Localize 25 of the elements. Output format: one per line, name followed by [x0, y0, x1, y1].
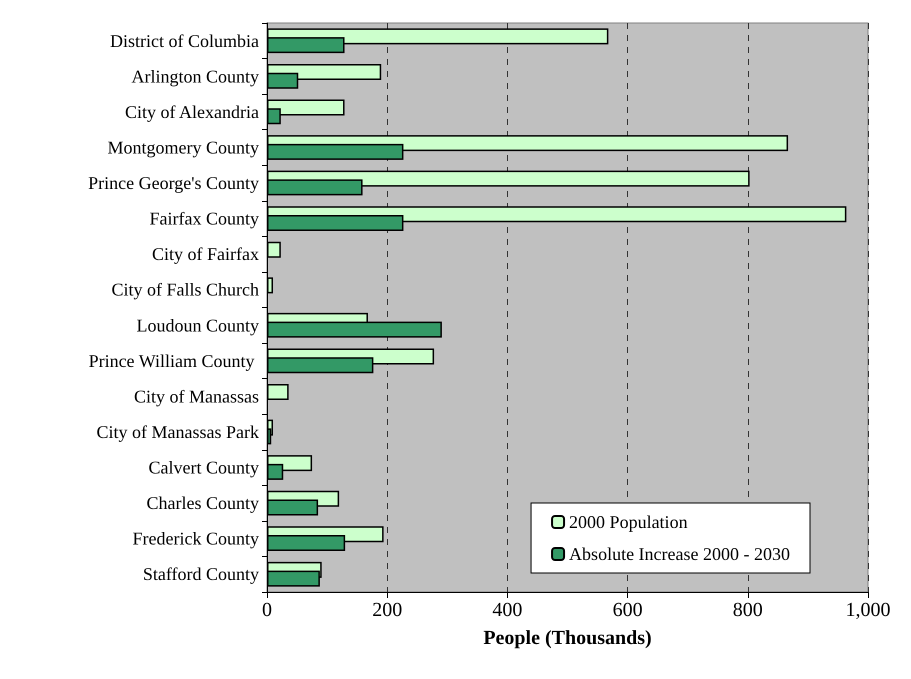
y-tick-label: Prince William County — [88, 350, 259, 371]
x-tick-label: 200 — [372, 599, 402, 621]
y-tick-label: City of Falls Church — [112, 280, 259, 300]
y-tick-label: Calvert County — [148, 458, 259, 478]
y-tick-label: Arlington County — [131, 66, 259, 86]
y-tick-label: City of Manassas — [134, 386, 259, 406]
y-tick-label: Charles County — [146, 493, 259, 514]
y-tick-label: City of Fairfax — [152, 244, 259, 264]
y-tick-label: City of Manassas Park — [96, 422, 259, 442]
x-tick-label: 400 — [492, 599, 522, 621]
y-tick-label: Frederick County — [132, 528, 259, 549]
x-tick-label: 600 — [612, 599, 643, 621]
y-tick-label: City of Alexandria — [125, 102, 259, 122]
x-tick-label: 800 — [732, 599, 763, 621]
legend-label: Absolute Increase 2000 - 2030 — [569, 544, 790, 564]
legend-label: 2000 Population — [569, 512, 688, 532]
x-tick-label: 0 — [262, 599, 272, 621]
x-tick-label: 1,000 — [846, 599, 890, 621]
y-tick-label: District of Columbia — [110, 30, 260, 51]
y-tick-label: Stafford County — [142, 564, 259, 584]
y-tick-label: Fairfax County — [150, 208, 259, 229]
y-tick-label: Loudoun County — [136, 315, 259, 336]
y-tick-label: Prince George's County — [88, 173, 259, 194]
y-tick-label: Montgomery County — [108, 137, 259, 158]
x-axis-title: People (Thousands) — [483, 627, 652, 649]
